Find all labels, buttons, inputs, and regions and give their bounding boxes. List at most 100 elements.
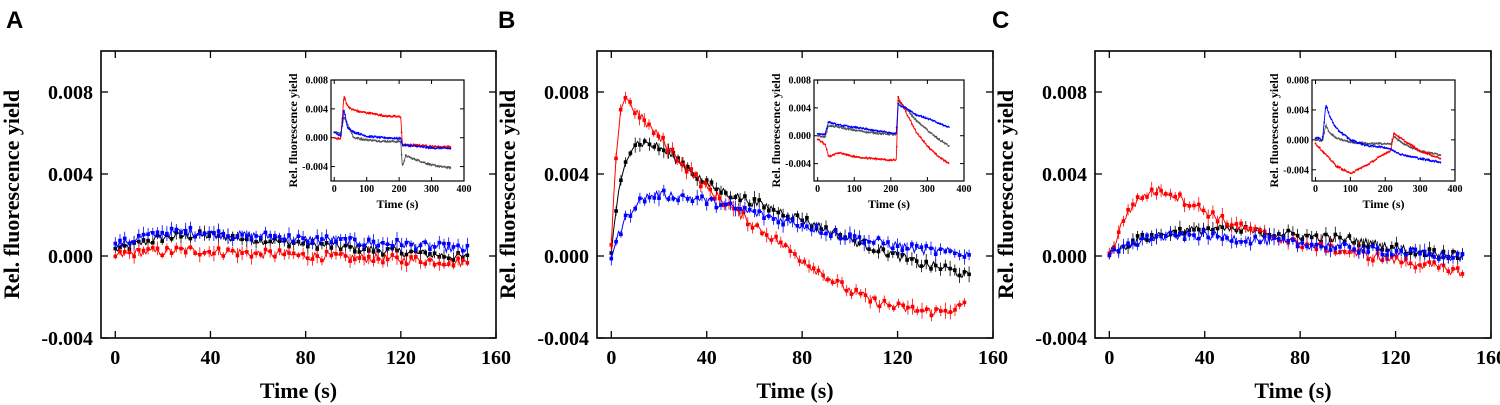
panel-C-inset-series-red-point [1374, 159, 1376, 162]
panel-B-inset-series-red-point [912, 125, 915, 128]
panel-A-inset-series-gray-point [369, 138, 372, 141]
panel-A-inset-series-red-point [375, 112, 377, 115]
panel-B-inset-series-gray-point [816, 135, 819, 137]
panel-B-inset-series-blue-point [853, 126, 855, 128]
panel-A-inset-series-gray-point [357, 136, 360, 139]
panel-C-inset-series-blue-point [1376, 146, 1379, 148]
panel-B-inset-series-gray-point [879, 132, 881, 134]
panel-B-inset-series-red-point [821, 140, 824, 143]
panel-C-inset-series-gray-point [1349, 141, 1352, 144]
panel-A-inset-series-red-point [376, 113, 379, 116]
panel-B-inset-series-blue-point [836, 123, 839, 126]
panel-B-inset-series-gray-point [927, 130, 930, 133]
panel-B-inset-series-blue-point [851, 126, 854, 129]
panel-C-inset-series-blue-point [1417, 158, 1420, 160]
panel-C-inset-series-blue-point [1324, 107, 1327, 109]
panel-A-inset-series-blue-point [376, 136, 379, 139]
panel-B-inset-series-red-point [892, 158, 895, 161]
panel-B-inset-series-gray-point [941, 139, 944, 142]
panel-C-inset-series-blue-point [1334, 126, 1337, 129]
panel-B-inset-series-gray-point [869, 131, 872, 134]
panel-C-inset-series-gray-point [1437, 154, 1440, 157]
panel-A-inset-series-red-point [367, 112, 369, 114]
panel-C-inset-series-blue-point [1355, 140, 1357, 143]
panel-C-xtick-label: 0 [1104, 347, 1114, 369]
panel-C-inset-series-blue-point [1321, 136, 1324, 138]
panel-C-inset-xtick-label: 400 [1448, 184, 1463, 195]
panel-B-inset-series-red-point [827, 154, 830, 157]
panel-C-inset-series-blue-point [1330, 118, 1333, 120]
panel-B-inset-series-gray-point [828, 125, 831, 128]
panel-B-inset-series-gray-point [944, 142, 947, 145]
panel-A-inset-series-red-point [431, 145, 434, 147]
panel-B-inset-series-blue-point [903, 106, 906, 109]
panel-C-inset-series-gray-point [1323, 132, 1326, 135]
panel-A-inset-series-gray-point [403, 160, 406, 162]
panel-A-inset-ytick-label: 0.004 [306, 104, 329, 115]
panel-C-inset-series-blue-point [1426, 158, 1428, 161]
panel-B-inset-series-red-point [845, 154, 848, 157]
panel-C-xtick-label: 160 [1476, 347, 1500, 369]
panel-A-inset-series-red-point [379, 114, 381, 117]
panel-C-inset-series-blue-point [1323, 121, 1326, 124]
panel-C-inset-series-blue-point [1359, 141, 1362, 144]
panel-B-inset-series-gray-point [938, 138, 941, 140]
panel-A-inset-series-blue-point [449, 147, 451, 150]
panel-B-inset-series-blue-point [904, 107, 907, 110]
panel-B-inset-series-blue-point [917, 114, 919, 117]
panel-C-inset-series-gray-point [1403, 142, 1405, 145]
panel-A-inset-series-blue-point [344, 113, 346, 116]
panel-A-inset-series-gray-point [352, 136, 354, 138]
panel-A-inset-series-blue-point [410, 144, 412, 147]
panel-A-inset-series-gray-point [350, 132, 353, 135]
panel-C-inset-series-gray-point [1330, 133, 1333, 136]
panel-B-inset-series-red-point [886, 159, 889, 162]
panel-B-inset-series-blue-point [860, 127, 863, 130]
panel-B-inset-series-red-point [832, 153, 834, 156]
panel-B-inset-series-blue-point [897, 102, 900, 105]
panel-C-inset-series-red-point [1437, 156, 1440, 159]
panel-A-inset-series-red-point [364, 111, 367, 113]
panel-A-inset-series-red-point [372, 113, 375, 115]
panel-B-inset-series-blue-point [828, 120, 831, 123]
panel-C-inset-series-blue-point [1349, 139, 1352, 142]
panel-B-inset-series-gray-point [851, 129, 854, 132]
panel-A-inset-series-red-point [354, 109, 357, 112]
panel-C-inset-series-blue-point [1372, 145, 1375, 148]
panel-B-inset-series-gray-point [874, 131, 877, 134]
panel-A-inset-series-red-point [398, 115, 400, 118]
panel-C-inset-series-gray-point [1326, 126, 1328, 129]
panel-C-inset-series-gray-point [1366, 142, 1369, 145]
panel-A-inset-series-red-point [346, 104, 349, 107]
panel-B-inset-ytick-label: 0.000 [789, 131, 812, 142]
panel-A-inset-series-blue-point [423, 145, 426, 148]
panel-B-inset-series-red-point [856, 156, 859, 159]
panel-A-inset-series-blue-point [357, 131, 360, 134]
panel-C-inset-series-blue-point [1439, 161, 1441, 164]
panel-B-inset-series-gray-point [848, 127, 851, 130]
panel-C-inset-series-blue-point [1314, 137, 1317, 140]
panel-B-inset-series-gray-point [819, 135, 822, 138]
panel-B-inset-series-gray-point [939, 140, 942, 143]
panel-B-inset-series-gray-point [929, 131, 931, 134]
panel-C-inset-series-blue-point [1436, 160, 1439, 163]
panel-B-inset-series-red-point [871, 157, 874, 160]
panel-B-inset-series-red-point [862, 157, 865, 159]
panel-C-inset-series-blue-point [1333, 124, 1336, 127]
panel-B-inset-series-blue-point [877, 130, 880, 133]
panel-A-inset-series-gray-point [387, 140, 389, 143]
panel-A-inset-series-blue-point [375, 135, 377, 138]
panel-A-inset-series-gray-point [443, 165, 446, 168]
panel-B-inset-series-blue-point [854, 125, 857, 128]
panel-C-inset-series-gray-point [1395, 137, 1398, 140]
panel-C-inset-series-red-point [1317, 146, 1320, 148]
panel-A-inset-series-blue-point [420, 145, 423, 148]
panel-C-inset-series-red-point [1316, 144, 1318, 147]
panel-B-inset-series-gray-point [833, 126, 836, 128]
panel-A-inset-series-blue-point [400, 141, 403, 144]
panel-A-inset-series-blue-point [425, 146, 427, 149]
panel-B-series-red-line [610, 96, 965, 316]
panel-C-inset-series-gray-point [1430, 151, 1433, 154]
panel-A-inset-series-red-point [337, 136, 340, 139]
panel-A-inset-series-red-point [392, 114, 395, 117]
